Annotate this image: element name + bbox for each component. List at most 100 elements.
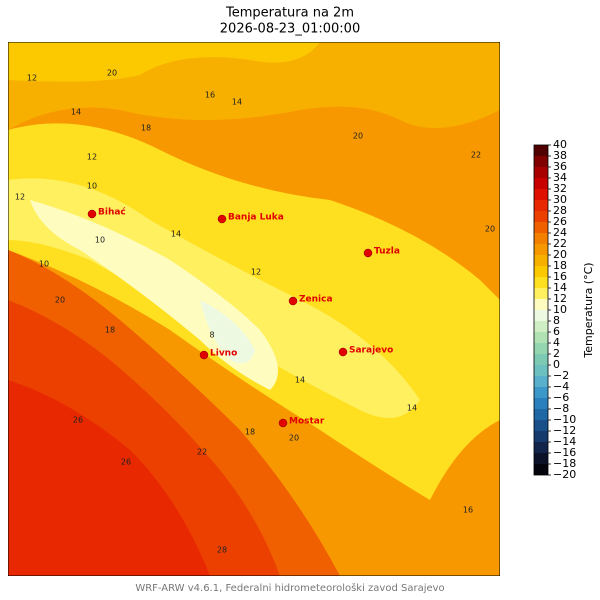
colorbar-tick-label: 8 xyxy=(553,314,560,327)
colorbar-bin xyxy=(534,167,548,178)
colorbar-tick-label: −4 xyxy=(553,380,569,393)
colorbar-tick-label: 4 xyxy=(553,336,560,349)
colorbar-tick-label: 30 xyxy=(553,193,567,206)
colorbar-bin xyxy=(534,233,548,244)
colorbar-bin xyxy=(534,299,548,310)
colorbar-tick-label: 10 xyxy=(553,303,567,316)
field-north2 xyxy=(8,42,320,82)
colorbar-bin xyxy=(534,365,548,376)
colorbar-bin xyxy=(534,178,548,189)
city-label: Banja Luka xyxy=(228,213,284,223)
colorbar-tick-label: −12 xyxy=(553,424,576,437)
colorbar-bin xyxy=(534,398,548,409)
footer: WRF-ARW v4.6.1, Federalni hidrometeorolo… xyxy=(135,582,444,594)
colorbar-bin xyxy=(534,464,548,475)
colorbar-bin xyxy=(534,255,548,266)
colorbar-tick-label: −20 xyxy=(553,468,576,481)
contour-label: 22 xyxy=(197,448,207,457)
contour-label: 20 xyxy=(289,434,299,443)
field-sea2 xyxy=(8,380,210,576)
contour-label: 20 xyxy=(107,69,117,78)
colorbar-bin xyxy=(534,288,548,299)
colorbar-bin xyxy=(534,277,548,288)
colorbar-bin xyxy=(534,266,548,277)
contour-label: 14 xyxy=(407,404,417,413)
colorbar-bin xyxy=(534,431,548,442)
contour-label: 14 xyxy=(71,108,81,117)
field-cool xyxy=(200,300,255,364)
city-label: Zenica xyxy=(299,295,333,305)
colorbar-bin xyxy=(534,387,548,398)
colorbar-bin xyxy=(534,189,548,200)
colorbar-bin xyxy=(534,376,548,387)
colorbar-tick-label: 24 xyxy=(553,226,567,239)
contour-label: 16 xyxy=(463,506,473,515)
map xyxy=(8,42,500,576)
colorbar-tick-label: −6 xyxy=(553,391,569,404)
colorbar-bin xyxy=(534,420,548,431)
contour-label: 10 xyxy=(39,260,49,269)
city-marker xyxy=(217,214,227,224)
colorbar-tick-label: 20 xyxy=(553,248,567,261)
colorbar-bin xyxy=(534,200,548,211)
colorbar-bin xyxy=(534,453,548,464)
city-marker xyxy=(338,347,348,357)
colorbar-tick-label: 22 xyxy=(553,237,567,250)
contour-label: 18 xyxy=(245,428,255,437)
colorbar-tick-label: 32 xyxy=(553,182,567,195)
contour-label: 14 xyxy=(171,230,181,239)
colorbar-bin xyxy=(534,442,548,453)
colorbar-tick-label: 26 xyxy=(553,215,567,228)
colorbar-bin xyxy=(534,222,548,233)
title: Temperatura na 2m xyxy=(225,6,354,21)
colorbar-tick-label: −2 xyxy=(553,369,569,382)
city-marker xyxy=(278,418,288,428)
contour-label: 12 xyxy=(251,268,261,277)
contour-label: 12 xyxy=(15,193,25,202)
contour-label: 22 xyxy=(471,151,481,160)
colorbar-bin xyxy=(534,310,548,321)
colorbar-tick-label: 2 xyxy=(553,347,560,360)
contour-label: 26 xyxy=(121,458,131,467)
colorbar-tick-label: 12 xyxy=(553,292,567,305)
contour-label: 26 xyxy=(73,416,83,425)
colorbar-tick-label: −16 xyxy=(553,446,576,459)
contour-label: 28 xyxy=(217,546,227,555)
colorbar-tick-label: −14 xyxy=(553,435,576,448)
colorbar-bin xyxy=(534,145,548,156)
contour-label: 12 xyxy=(87,153,97,162)
contour-label: 12 xyxy=(27,74,37,83)
colorbar-bin xyxy=(534,409,548,420)
city-marker xyxy=(363,248,373,258)
city-marker xyxy=(288,296,298,306)
colorbar-tick-label: 36 xyxy=(553,160,567,173)
colorbar-tick-label: −10 xyxy=(553,413,576,426)
colorbar-tick-label: 40 xyxy=(553,138,567,151)
city-label: Tuzla xyxy=(374,247,400,257)
colorbar-tick-label: 14 xyxy=(553,281,567,294)
city-label: Sarajevo xyxy=(349,346,393,356)
contour-label: 10 xyxy=(95,236,105,245)
contour-label: 18 xyxy=(141,124,151,133)
contour-label: 14 xyxy=(232,98,242,107)
contour-label: 18 xyxy=(105,326,115,335)
colorbar-bin xyxy=(534,321,548,332)
contour-label: 16 xyxy=(205,91,215,100)
field-pale xyxy=(30,200,278,390)
contour-label: 20 xyxy=(485,225,495,234)
colorbar-tick-label: 0 xyxy=(553,358,560,371)
colorbar-tick-label: −8 xyxy=(553,402,569,415)
colorbar-bin xyxy=(534,343,548,354)
contour-label: 20 xyxy=(353,132,363,141)
city-marker xyxy=(87,209,97,219)
colorbar-label: Temperatura (°C) xyxy=(582,262,595,358)
colorbar-tick-label: 34 xyxy=(553,171,567,184)
contour-label: 20 xyxy=(55,296,65,305)
city-marker xyxy=(199,350,209,360)
colorbar-tick-label: 18 xyxy=(553,259,567,272)
colorbar-bin xyxy=(534,354,548,365)
colorbar-tick-label: 28 xyxy=(553,204,567,217)
colorbar-bin xyxy=(534,332,548,343)
contour-label: 10 xyxy=(87,182,97,191)
